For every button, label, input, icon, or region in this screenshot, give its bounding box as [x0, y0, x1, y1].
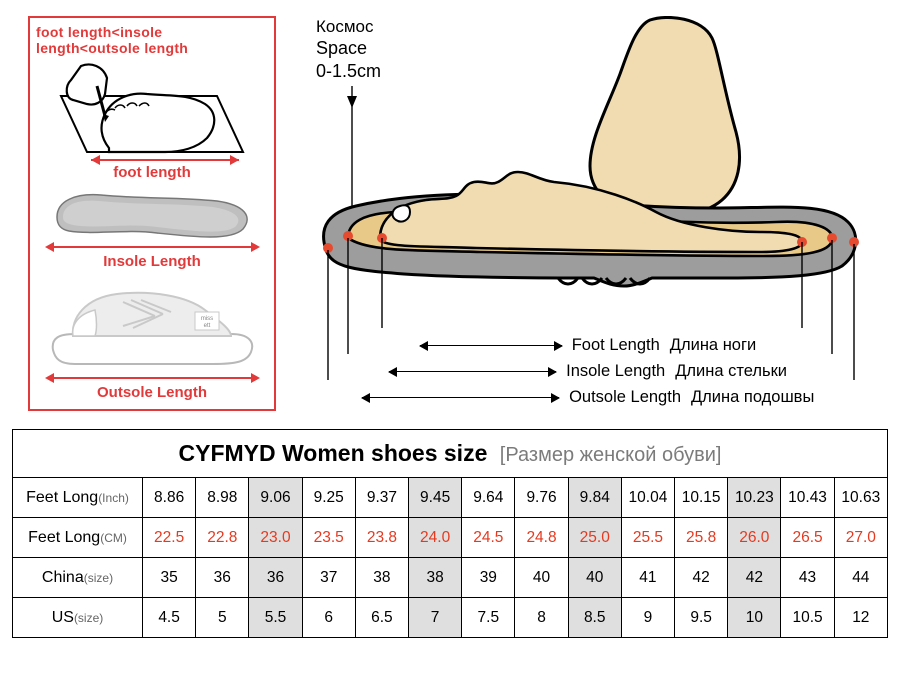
size-cell: 10.15: [675, 478, 728, 518]
outsole-length-row: Outsole Length Длина подошвы: [304, 388, 872, 407]
size-cell: 6.5: [355, 598, 408, 638]
row-label: US(size): [13, 598, 143, 638]
size-cell: 23.0: [249, 518, 302, 558]
svg-text:miss: miss: [200, 316, 212, 322]
size-cell: 9.64: [462, 478, 515, 518]
size-cell: 8.98: [196, 478, 249, 518]
size-cell: 35: [143, 558, 196, 598]
size-cell: 9.5: [675, 598, 728, 638]
size-cell: 24.8: [515, 518, 568, 558]
size-cell: 27.0: [834, 518, 887, 558]
size-cell: 22.5: [143, 518, 196, 558]
size-cell: 7: [409, 598, 462, 638]
foot-length-bar: [420, 345, 562, 347]
outsole-length-en: Outsole Length: [569, 388, 681, 406]
row-label: Feet Long(Inch): [13, 478, 143, 518]
size-cell: 36: [196, 558, 249, 598]
table-row: China(size)3536363738383940404142424344: [13, 558, 888, 598]
size-cell: 9.25: [302, 478, 355, 518]
insole-diagram: Insole Length: [45, 187, 260, 270]
size-cell: 43: [781, 558, 834, 598]
size-cell: 9.37: [355, 478, 408, 518]
size-cell: 9.76: [515, 478, 568, 518]
size-cell: 10: [728, 598, 781, 638]
svg-text:ett: ett: [203, 323, 210, 329]
outsole-length-ru: Длина подошвы: [691, 388, 814, 406]
size-cell: 24.5: [462, 518, 515, 558]
table-row: Feet Long(Inch)8.868.989.069.259.379.459…: [13, 478, 888, 518]
left-measurement-panel: foot length<insole length<outsole length…: [28, 16, 276, 411]
foot-length-row: Foot Length Длина ноги: [304, 336, 872, 355]
foot-trace-diagram: [47, 60, 257, 170]
row-label: Feet Long(CM): [13, 518, 143, 558]
size-cell: 23.8: [355, 518, 408, 558]
size-cell: 26.0: [728, 518, 781, 558]
size-cell: 10.23: [728, 478, 781, 518]
size-cell: 10.5: [781, 598, 834, 638]
size-cell: 39: [462, 558, 515, 598]
size-cell: 40: [568, 558, 621, 598]
size-cell: 25.0: [568, 518, 621, 558]
size-cell: 10.63: [834, 478, 887, 518]
size-cell: 38: [355, 558, 408, 598]
length-legend-rows: Foot Length Длина ноги Insole Length Длина…: [304, 336, 872, 407]
outsole-length-bar: [362, 397, 559, 399]
size-cell: 8.86: [143, 478, 196, 518]
size-cell: 8: [515, 598, 568, 638]
size-cell: 12: [834, 598, 887, 638]
size-cell: 41: [621, 558, 674, 598]
table-row: US(size)4.555.566.577.588.599.51010.512: [13, 598, 888, 638]
size-chart-table: CYFMYD Women shoes size [Размер женской …: [12, 429, 888, 638]
size-cell: 10.04: [621, 478, 674, 518]
size-cell: 42: [728, 558, 781, 598]
top-section: foot length<insole length<outsole length…: [10, 10, 890, 419]
outsole-arrow: [45, 373, 260, 383]
size-cell: 10.43: [781, 478, 834, 518]
size-cell: 9.45: [409, 478, 462, 518]
size-cell: 5: [196, 598, 249, 638]
table-title: CYFMYD Women shoes size [Размер женской …: [13, 430, 888, 478]
size-cell: 25.8: [675, 518, 728, 558]
size-cell: 9.06: [249, 478, 302, 518]
shoe-cross-section-panel: Космос Space 0-1.5cm: [304, 16, 872, 411]
size-cell: 23.5: [302, 518, 355, 558]
insole-length-bar: [389, 371, 556, 373]
table-row: Feet Long(CM)22.522.823.023.523.824.024.…: [13, 518, 888, 558]
foot-length-ru: Длина ноги: [670, 336, 756, 354]
length-rule-text: foot length<insole length<outsole length: [36, 24, 268, 56]
foot-length-en: Foot Length: [572, 336, 660, 354]
insole-arrow: [45, 242, 260, 252]
size-cell: 9: [621, 598, 674, 638]
insole-length-en: Insole Length: [566, 362, 665, 380]
size-cell: 22.8: [196, 518, 249, 558]
outsole-length-label: Outsole Length: [45, 384, 260, 401]
size-table-body: CYFMYD Women shoes size [Размер женской …: [13, 430, 888, 638]
size-cell: 8.5: [568, 598, 621, 638]
size-cell: 36: [249, 558, 302, 598]
insole-length-label: Insole Length: [45, 253, 260, 270]
row-label: China(size): [13, 558, 143, 598]
size-cell: 9.84: [568, 478, 621, 518]
size-cell: 40: [515, 558, 568, 598]
insole-length-ru: Длина стельки: [675, 362, 787, 380]
size-cell: 42: [675, 558, 728, 598]
size-cell: 25.5: [621, 518, 674, 558]
shoe-diagram: miss ett Outsole Length: [45, 278, 260, 401]
size-cell: 6: [302, 598, 355, 638]
size-cell: 5.5: [249, 598, 302, 638]
insole-length-row: Insole Length Длина стельки: [304, 362, 872, 381]
size-cell: 7.5: [462, 598, 515, 638]
size-cell: 4.5: [143, 598, 196, 638]
size-cell: 44: [834, 558, 887, 598]
size-cell: 37: [302, 558, 355, 598]
size-cell: 38: [409, 558, 462, 598]
size-cell: 26.5: [781, 518, 834, 558]
size-cell: 24.0: [409, 518, 462, 558]
